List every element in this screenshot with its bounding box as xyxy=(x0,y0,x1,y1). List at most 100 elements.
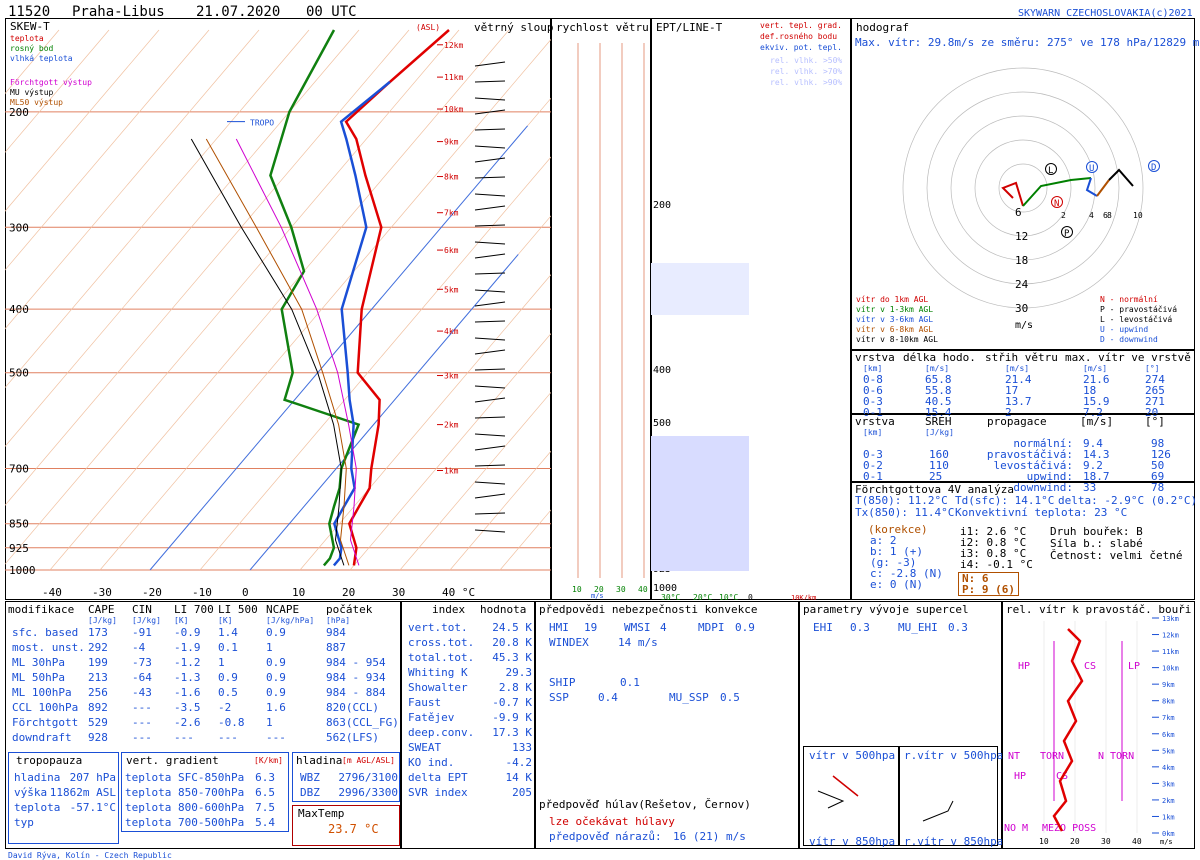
hail-title: předpověď húlav(Rešetov, Černov) xyxy=(539,798,751,811)
sreh-panel xyxy=(851,414,1195,482)
index-val: -9.9 K xyxy=(492,711,532,724)
sreh-value: 160 xyxy=(929,448,949,461)
muehi-value: 0.3 xyxy=(948,621,968,634)
relwind-profile xyxy=(1052,628,1084,832)
isotherm-line xyxy=(5,29,310,389)
gust-label: předpověď nárazů: xyxy=(549,830,662,843)
index-key: total.tot. xyxy=(408,651,475,664)
relwind-zone-label: HP xyxy=(1018,661,1030,672)
index-row: deep.conv. 17.3 K xyxy=(408,725,532,740)
shear-cell: 7.2 xyxy=(1083,406,1103,419)
hodo-layer-item: vítr v 3-6km AGL xyxy=(856,315,934,324)
index-key: deep.conv. xyxy=(408,726,475,739)
forcht-korekce: (korekce) xyxy=(868,523,928,536)
prop-label: upwind: xyxy=(1026,470,1073,483)
prop-label: downwind: xyxy=(1013,481,1073,494)
wind-barb xyxy=(474,109,506,115)
params-cell: 863(CCL_FG) xyxy=(326,716,399,729)
hodo-vector-marker xyxy=(1086,161,1098,173)
index-val: -0.7 K xyxy=(492,696,532,709)
hodograph-legend: N - normální P - pravostáčivá L - levostáč… xyxy=(1100,295,1177,345)
maxtemp-title: MaxTemp xyxy=(298,807,345,820)
ept-pressure-label: 200 xyxy=(653,200,671,211)
hodo-unit: m/s xyxy=(1015,320,1033,331)
relwind-km: 6km xyxy=(1162,731,1175,739)
params-cell: 984 - 934 xyxy=(326,671,386,684)
tropo-val: 207 hPa xyxy=(69,771,116,784)
isotherm-line xyxy=(349,332,551,571)
legend-item: MU výstup xyxy=(10,88,54,97)
params-header: NCAPE xyxy=(266,603,300,616)
wind-barb xyxy=(474,193,506,197)
hladina-title: hladina xyxy=(296,754,343,767)
super-title: parametry vývoje supercel xyxy=(803,603,969,616)
shear-cell: 265 xyxy=(1145,384,1165,397)
wind-barb xyxy=(474,224,506,227)
ept-tick: 20°C xyxy=(693,593,712,600)
height-label: 3km xyxy=(444,372,459,381)
conv-panel xyxy=(535,601,799,849)
shear-h-layer: vrstva xyxy=(855,351,895,364)
prop-label: levostáčivá: xyxy=(993,459,1073,472)
asl-label: (ASL) xyxy=(416,23,441,32)
hodo-ring-label: 6 xyxy=(1015,206,1022,219)
hodo-height-tick: 4 xyxy=(1089,211,1094,220)
params-cell: ML 50hPa xyxy=(12,671,65,684)
hodo-height-tick: 6 xyxy=(1103,211,1108,220)
legend-item: ML50 výstup xyxy=(10,98,63,107)
relwind-title: rel. vítr k pravostáč. bouři xyxy=(1006,603,1192,616)
hodo-vector-label: P xyxy=(1064,229,1070,239)
relwind-panel xyxy=(1002,601,1195,849)
prop-label: normální: xyxy=(1013,437,1073,450)
relwind-zone-label: NT xyxy=(1008,751,1020,762)
forcht-conv-temp: Konvektivní teplota: 23 °C xyxy=(955,506,1128,519)
params-header: CIN xyxy=(132,603,152,616)
hodo-vector-marker xyxy=(1045,163,1057,175)
wmsi-label: WMSI xyxy=(624,621,651,634)
height-label: 5km xyxy=(444,285,459,294)
index-key: delta EPT xyxy=(408,771,468,784)
relwind-xtick: 20 xyxy=(1070,837,1080,846)
w850-label: vítr v 850hpa xyxy=(809,835,896,848)
mussp-label: MU_SSP xyxy=(669,691,709,704)
rh-50: rel. vlhk. >50% xyxy=(770,56,843,65)
shear-cell: 13.7 xyxy=(1005,395,1032,408)
speed-tick: 30 xyxy=(616,585,626,594)
wind-barb xyxy=(474,80,506,83)
ept-tick: 30°C xyxy=(661,593,680,600)
params-cell: sfc. based xyxy=(12,626,79,639)
wind-barb xyxy=(474,433,506,437)
pressure-label: 1000 xyxy=(9,564,36,577)
wind-barb xyxy=(474,61,506,67)
temp-tick: 30 xyxy=(392,586,405,599)
shear-panel xyxy=(851,350,1195,414)
params-cell: --- xyxy=(174,731,194,744)
hodo-vector-marker xyxy=(1061,226,1073,238)
index-row: total.tot. 45.3 K xyxy=(408,650,532,665)
hmi-value: 19 xyxy=(584,621,598,634)
shear-row: 0-6 55.8 17 18 265 xyxy=(855,384,1195,397)
ml50-parcel xyxy=(205,138,350,566)
ept-legend: vert. tepl. grad. def.rosného bodu ekviv… xyxy=(760,20,842,53)
wind-barb xyxy=(474,272,506,275)
vgrad-key: teplota 800-600hPa xyxy=(125,801,245,814)
height-label: 1km xyxy=(444,467,459,476)
hodo-layer-item: vítr do 1km AGL xyxy=(856,295,929,304)
index-key: vert.tot. xyxy=(408,621,468,634)
legend-item: teplota xyxy=(10,34,44,43)
speed-tick: 40 xyxy=(638,585,648,594)
vgrad-row: teplota 800-600hPa 7.5 xyxy=(125,800,275,815)
params-unit: [J/kg] xyxy=(88,616,117,625)
wind-barb xyxy=(474,253,506,259)
isotherm-line xyxy=(5,29,160,212)
forcht-i-item: i3: 0.8 °C xyxy=(960,547,1027,560)
index-key: SWEAT xyxy=(408,741,442,754)
w500-barb xyxy=(817,790,845,809)
hladina-val: 2996/3300 xyxy=(338,786,398,799)
mu-parcel xyxy=(190,138,345,566)
ept-pressure-label: 400 xyxy=(653,365,671,376)
isotherm-line xyxy=(99,38,551,571)
hail-expect: lze očekávat húlavy xyxy=(549,815,675,828)
relwind-zone-label: LP xyxy=(1128,661,1140,672)
rh-band xyxy=(651,436,749,571)
